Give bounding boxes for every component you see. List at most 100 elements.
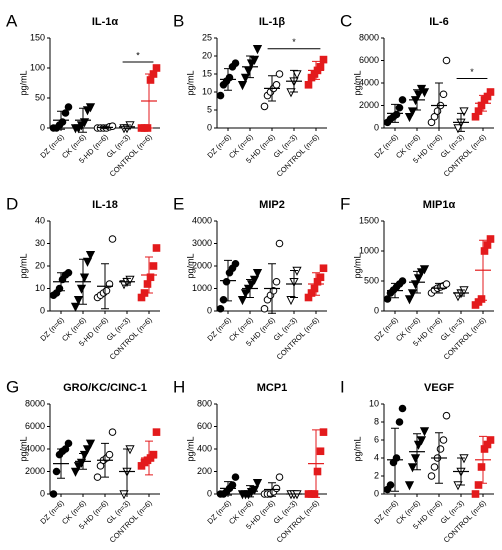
data-point	[442, 280, 451, 288]
data-point	[486, 235, 495, 243]
data-point	[419, 427, 430, 437]
data-point	[398, 277, 407, 285]
y-tick-label: 4000	[25, 443, 45, 453]
data-point	[252, 268, 263, 279]
panel-title: IL-18	[92, 199, 118, 211]
data-point	[419, 88, 430, 98]
sd-bar	[57, 110, 65, 130]
data-point	[231, 473, 240, 481]
data-point	[404, 481, 415, 491]
sd-bar	[268, 263, 276, 314]
panel-letter: B	[173, 11, 184, 30]
data-point	[108, 122, 117, 130]
sd-bar	[145, 73, 153, 129]
y-tick-label: 0	[207, 488, 212, 498]
data-point	[52, 467, 61, 476]
sd-bar	[312, 429, 320, 498]
data-point	[316, 63, 325, 71]
y-tick-label: 30	[35, 238, 45, 248]
panel-letter: E	[173, 194, 184, 213]
data-point	[392, 110, 401, 119]
data-point	[152, 64, 161, 72]
data-point	[240, 73, 251, 84]
sd-bar	[145, 256, 153, 294]
panel-title: IL-1α	[92, 16, 119, 28]
data-point	[149, 450, 158, 459]
data-point	[102, 286, 111, 295]
y-tick-label: 2000	[192, 260, 212, 270]
data-point	[237, 81, 248, 91]
y-axis-label: pg/mL	[352, 253, 362, 278]
data-point	[85, 103, 96, 113]
panel-letter: A	[6, 11, 18, 30]
sd-bar	[312, 272, 320, 296]
sd-bar	[413, 270, 421, 294]
data-point	[222, 277, 231, 286]
data-point	[477, 295, 486, 303]
sd-bar	[290, 69, 298, 93]
data-point	[73, 295, 84, 306]
data-point	[64, 103, 73, 111]
data-point	[416, 436, 427, 446]
data-point	[439, 436, 448, 444]
y-tick-label: 0	[207, 305, 212, 315]
sd-bar	[101, 125, 109, 130]
y-tick-label: 4000	[192, 215, 212, 225]
y-tick-label: 0	[207, 122, 212, 132]
significance-label: *	[470, 67, 474, 77]
panel-title: IL-6	[429, 16, 449, 28]
data-point	[395, 418, 404, 426]
data-point	[79, 273, 90, 283]
data-point	[395, 103, 404, 112]
y-tick-label: 25	[202, 32, 212, 42]
data-point	[260, 102, 269, 111]
data-point	[430, 463, 439, 471]
data-point	[398, 96, 407, 104]
y-tick-label: 6000	[25, 421, 45, 431]
data-point	[310, 490, 319, 498]
panel-title: GRO/KC/CINC-1	[63, 382, 147, 394]
data-point	[316, 447, 325, 456]
y-tick-label: 1500	[359, 215, 379, 225]
sd-bar	[246, 485, 254, 498]
y-tick-label: 15	[202, 68, 212, 78]
data-point	[64, 439, 73, 448]
data-point	[486, 436, 495, 444]
y-axis-label: pg/mL	[352, 70, 362, 95]
data-point	[228, 481, 237, 489]
sd-bar	[391, 103, 399, 123]
sd-bar	[246, 55, 254, 79]
y-tick-label: 20	[202, 50, 212, 60]
y-tick-label: 2000	[359, 100, 379, 110]
data-point	[275, 239, 284, 248]
data-point	[436, 445, 445, 453]
y-axis-label: pg/mL	[18, 253, 28, 278]
y-axis-label: pg/mL	[18, 70, 28, 95]
panel-letter: G	[6, 377, 19, 396]
sd-bar	[413, 89, 421, 111]
sd-bar	[101, 442, 109, 478]
data-point	[319, 264, 328, 273]
y-axis-label: pg/mL	[185, 70, 195, 95]
panel-letter: F	[340, 194, 350, 213]
data-point	[419, 265, 430, 275]
y-tick-label: 8000	[359, 32, 379, 42]
data-point	[143, 280, 152, 288]
y-tick-label: 50	[35, 92, 45, 102]
data-point	[76, 284, 87, 294]
data-point	[231, 259, 240, 268]
significance-label: *	[136, 50, 140, 60]
sd-bar	[123, 124, 131, 130]
data-point	[82, 257, 93, 267]
data-point	[149, 262, 158, 270]
y-tick-label: 2000	[25, 466, 45, 476]
data-point	[442, 56, 451, 65]
data-point	[85, 439, 96, 449]
data-point	[442, 411, 451, 420]
sd-bar	[435, 432, 443, 484]
data-point	[219, 295, 228, 304]
sd-bar	[79, 453, 87, 470]
sd-bar	[145, 440, 153, 476]
sd-bar	[123, 277, 131, 286]
